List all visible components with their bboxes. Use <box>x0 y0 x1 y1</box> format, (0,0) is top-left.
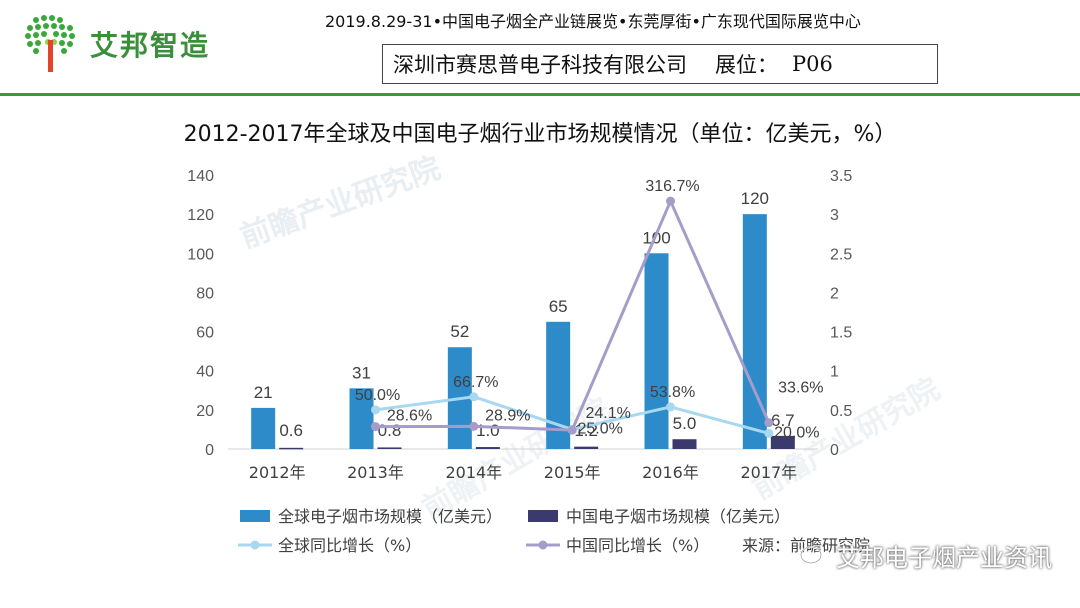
logo: 艾邦智造 <box>18 12 218 76</box>
china-growth-point <box>666 196 675 206</box>
china-market-bar <box>574 446 599 449</box>
chart-title: 2012-2017年全球及中国电子烟行业市场规模情况（单位：亿美元，%） <box>183 122 897 147</box>
y-right-tick-label: 0 <box>830 442 839 459</box>
global-growth-label: 50.0% <box>355 387 400 404</box>
y-right-tick-label: 3 <box>830 207 839 224</box>
china-market-bar <box>279 447 304 450</box>
wechat-watermark: 艾邦电子烟产业资讯 <box>836 544 1052 572</box>
chart-watermark: 前瞻产业研究院 <box>236 151 445 255</box>
china-market-bar-label: 6.7 <box>771 411 795 430</box>
china-market-bar <box>672 439 697 449</box>
event-info: 2019.8.29-31•中国电子烟全产业链展览•东莞厚街•广东现代国际展览中心 <box>325 12 861 31</box>
y-left-tick-label: 0 <box>205 442 214 459</box>
china-growth-label: 33.6% <box>778 380 823 397</box>
y-left-tick-label: 20 <box>196 403 214 420</box>
global-market-bar-label: 65 <box>549 297 568 316</box>
y-left-tick-label: 120 <box>187 207 214 224</box>
y-right-tick-label: 3.5 <box>830 168 852 185</box>
y-right-tick-label: 2 <box>830 285 839 302</box>
global-growth-label: 25.0% <box>577 420 622 437</box>
china-growth-point <box>371 422 380 432</box>
y-left-tick-label: 140 <box>187 168 214 185</box>
legend-swatch <box>528 510 558 522</box>
x-tick-label: 2017年 <box>740 463 797 482</box>
global-market-bar-label: 21 <box>254 383 273 402</box>
y-left-tick-label: 60 <box>196 325 214 342</box>
booth-box: 深圳市赛思普电子科技有限公司 展位： P06 <box>382 44 938 84</box>
china-growth-label: 24.1% <box>585 405 630 422</box>
booth-code: P06 <box>792 52 833 76</box>
global-market-bar-label: 31 <box>352 363 371 382</box>
global-market-bar <box>644 253 669 449</box>
global-growth-point <box>371 405 380 415</box>
wechat-icon <box>800 546 828 568</box>
x-tick-label: 2016年 <box>642 463 699 482</box>
china-growth-point <box>469 421 479 431</box>
legend-swatch <box>240 510 270 522</box>
legend-label: 全球电子烟市场规模（亿美元） <box>278 507 502 526</box>
y-left-tick-label: 80 <box>196 285 214 302</box>
china-growth-point <box>567 425 577 435</box>
china-growth-line <box>375 197 771 432</box>
page-header: 艾邦智造 2019.8.29-31•中国电子烟全产业链展览•东莞厚街•广东现代国… <box>0 0 1080 96</box>
x-tick-label: 2013年 <box>347 463 404 482</box>
global-growth-label: 66.7% <box>453 374 498 391</box>
china-market-bar <box>377 447 402 449</box>
y-right-tick-label: 0.5 <box>830 403 852 420</box>
x-tick-label: 2015年 <box>544 463 601 482</box>
china-market-bar <box>475 447 500 449</box>
legend-label: 中国同比增长（%） <box>566 536 709 555</box>
company-name: 深圳市赛思普电子科技有限公司 <box>393 53 687 77</box>
y-left-tick-label: 40 <box>196 364 214 381</box>
y-right-tick-label: 1.5 <box>830 325 852 342</box>
global-market-bar <box>349 388 374 449</box>
china-growth-label: 28.9% <box>485 407 530 424</box>
source-note: 来源：前瞻研究院 <box>742 536 870 555</box>
china-growth-point <box>764 418 774 428</box>
x-tick-label: 2012年 <box>249 463 306 482</box>
legend-marker <box>538 540 548 550</box>
china-growth-label: 28.6% <box>387 408 432 425</box>
header-divider <box>0 93 1080 96</box>
global-market-bar-label: 52 <box>450 322 469 341</box>
legend-marker <box>250 540 260 550</box>
booth-label: 展位： <box>715 53 778 77</box>
legend-label: 中国电子烟市场规模（亿美元） <box>566 507 790 526</box>
global-growth-point <box>666 402 675 412</box>
logo-text: 艾邦智造 <box>90 29 211 62</box>
legend-label: 全球同比增长（%） <box>278 536 421 555</box>
global-growth-label: 20.0% <box>774 424 819 441</box>
y-right-tick-label: 1 <box>830 364 839 381</box>
global-growth-point <box>469 392 479 402</box>
global-growth-label: 53.8% <box>650 384 695 401</box>
china-market-bar-label: 5.0 <box>673 414 697 433</box>
global-growth-point <box>764 428 774 438</box>
y-right-tick-label: 2.5 <box>830 246 852 263</box>
china-market-bar <box>770 435 795 449</box>
x-tick-label: 2014年 <box>445 463 502 482</box>
china-market-bar-label: 0.6 <box>279 421 303 440</box>
china-growth-label: 316.7% <box>645 178 699 195</box>
global-market-bar-label: 120 <box>741 189 769 208</box>
y-left-tick-label: 100 <box>187 246 214 263</box>
global-market-bar-label: 100 <box>642 228 670 247</box>
tree-logo-icon <box>25 15 75 72</box>
global-market-bar <box>251 407 276 449</box>
